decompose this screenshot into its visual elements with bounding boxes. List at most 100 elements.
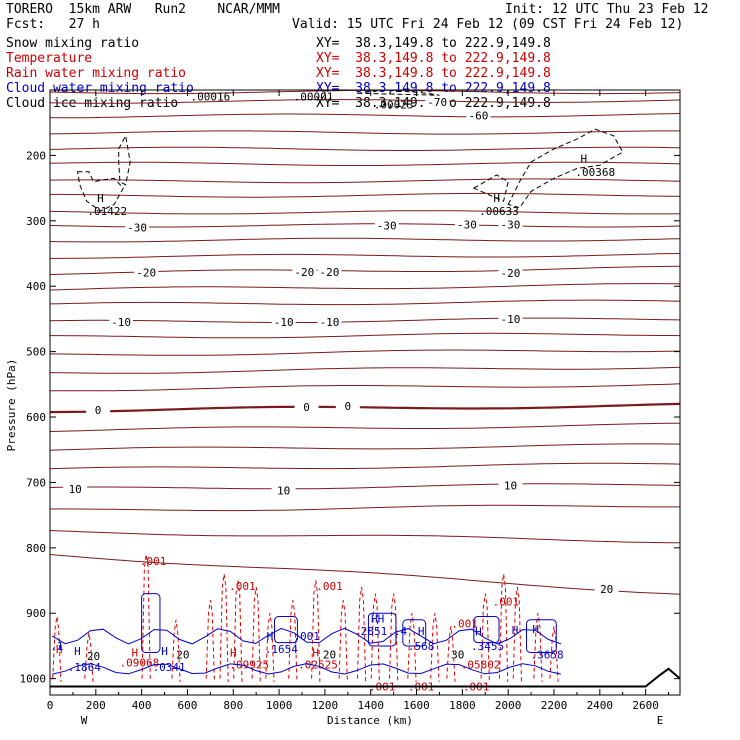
cloud-ice-contour xyxy=(76,171,124,212)
cloud-ice-label: H xyxy=(97,192,104,205)
east-label: E xyxy=(657,714,664,727)
y-tick-label: 500 xyxy=(26,346,46,359)
cloud-water-contour xyxy=(473,616,500,644)
contour-label-bg xyxy=(86,404,111,417)
rain-contour xyxy=(311,580,321,682)
temperature-contour xyxy=(49,443,681,451)
x-tick-label: 1600 xyxy=(403,699,430,712)
rain-label: .09925 xyxy=(229,658,269,671)
temperature-contour xyxy=(49,130,680,135)
temperature-contour xyxy=(49,483,681,490)
x-tick-label: 800 xyxy=(223,699,243,712)
x-tick-label: 2400 xyxy=(587,699,614,712)
y-tick-label: 700 xyxy=(26,476,46,489)
temperature-contour xyxy=(49,178,681,184)
x-tick-label: 1200 xyxy=(312,699,339,712)
contour-label-bg xyxy=(317,648,342,661)
contour-label-bg xyxy=(594,583,619,596)
temperature-contour-label: -20 xyxy=(320,266,340,279)
terrain-line xyxy=(49,667,681,688)
contour-label-bg xyxy=(271,316,296,329)
contour-label-bg xyxy=(374,219,399,232)
contour-label-bg xyxy=(454,218,479,231)
forecast-hour: Fcst: 27 h xyxy=(6,17,100,32)
cloud-water-contour xyxy=(52,627,562,645)
temperature-contour xyxy=(50,113,681,119)
contour-label-bg xyxy=(466,109,491,122)
contour-label-bg xyxy=(170,648,195,661)
rain-contour xyxy=(356,587,367,682)
cloud-water-label: .0341 xyxy=(153,661,186,674)
temperature-contour-label: -30 xyxy=(457,219,477,232)
cloud-water-contour xyxy=(52,663,562,675)
temperature-contour-label: 10 xyxy=(277,484,290,497)
temperature-contour xyxy=(50,332,681,339)
contour-label-bg xyxy=(498,312,523,325)
rain-label: .001 xyxy=(451,618,478,631)
contour-label-bg xyxy=(445,648,470,661)
temperature-contour-label: -70 xyxy=(427,96,447,109)
rain-contour xyxy=(233,580,243,682)
field-name-snow: Snow mixing ratio xyxy=(6,36,140,51)
rain-label: H xyxy=(312,646,319,659)
y-axis-label: Pressure (hPa) xyxy=(5,359,18,452)
temperature-contours: -60 -30 -20 -10 0 10 20 -70 -30 -30 -30 -20 -20 -20 -1… xyxy=(49,89,681,663)
cloud-ice-contour xyxy=(118,134,131,186)
contour-label-bg xyxy=(498,479,523,492)
cloud-water-label: .2851 xyxy=(354,625,387,638)
temperature-contour xyxy=(49,402,681,414)
field-xy-snow: XY= 38.3,149.8 to 222.9,149.8 xyxy=(316,36,551,51)
rain-contour xyxy=(480,593,490,682)
contour-label-bg xyxy=(335,399,360,412)
rain-label: H xyxy=(56,643,63,656)
y-tick-label: 400 xyxy=(26,280,46,293)
cloud-water-contour xyxy=(526,619,557,653)
temperature-contour xyxy=(49,99,681,104)
field-xy-rain: XY= 38.3,149.8 to 222.9,149.8 xyxy=(316,66,551,81)
x-axis-label: Distance (km) xyxy=(327,714,413,727)
cloud-ice-label: .00633 xyxy=(479,205,519,218)
cloud-water-label: .3658 xyxy=(531,648,564,661)
rain-contour xyxy=(251,587,261,682)
x-tick-label: 600 xyxy=(178,699,198,712)
temperature-contour-label: 0 xyxy=(95,404,102,417)
temperature-contour-label: 10 xyxy=(504,480,517,493)
temperature-contour-label: -20 xyxy=(501,267,521,280)
x-tick-label: 2200 xyxy=(541,699,568,712)
cloud-water-label: .1864 xyxy=(68,661,101,674)
temperature-contour xyxy=(50,253,681,259)
rain-contour xyxy=(430,613,440,682)
terrain-line xyxy=(49,667,681,688)
contour-label-bg xyxy=(125,221,150,234)
rain-contour xyxy=(512,587,522,682)
cloud-water-label: H xyxy=(418,625,425,638)
x-tick-label: 2000 xyxy=(495,699,522,712)
x-tick-label: 1800 xyxy=(449,699,476,712)
temperature-contour xyxy=(49,366,681,374)
contour-label-bg xyxy=(109,315,134,328)
cloud-water-label: .3455 xyxy=(471,640,504,653)
rain-label: .001 xyxy=(493,595,520,608)
temperature-contour xyxy=(49,317,681,323)
cloud-water-label: H xyxy=(267,630,274,643)
rain-contour xyxy=(52,616,62,682)
plot-frame xyxy=(49,89,681,696)
rain-contour xyxy=(338,600,348,682)
temperature-contour-label: 20 xyxy=(600,583,613,596)
y-tick-label: 900 xyxy=(26,607,46,620)
temperature-contour xyxy=(49,283,681,291)
temperature-contour-label: 30 xyxy=(451,648,464,661)
cloud-water-label: H xyxy=(161,645,168,658)
rain-contour xyxy=(370,593,380,682)
temperature-contour xyxy=(49,237,681,243)
x-tick-label: 1400 xyxy=(357,699,384,712)
temperature-contour xyxy=(49,299,681,306)
model-line: TORERO 15km ARW Run2 NCAR/MMM xyxy=(6,2,280,17)
temperature-contour-label: 10 xyxy=(69,483,82,496)
temperature-contour-label: 20 xyxy=(176,648,189,661)
contour-label-bg xyxy=(317,316,342,329)
contour-label-bg xyxy=(498,267,523,280)
temperature-contour-label: -10 xyxy=(320,316,340,329)
x-tick-label: 400 xyxy=(132,699,152,712)
init-time: Init: 12 UTC Thu 23 Feb 12 xyxy=(505,2,709,17)
